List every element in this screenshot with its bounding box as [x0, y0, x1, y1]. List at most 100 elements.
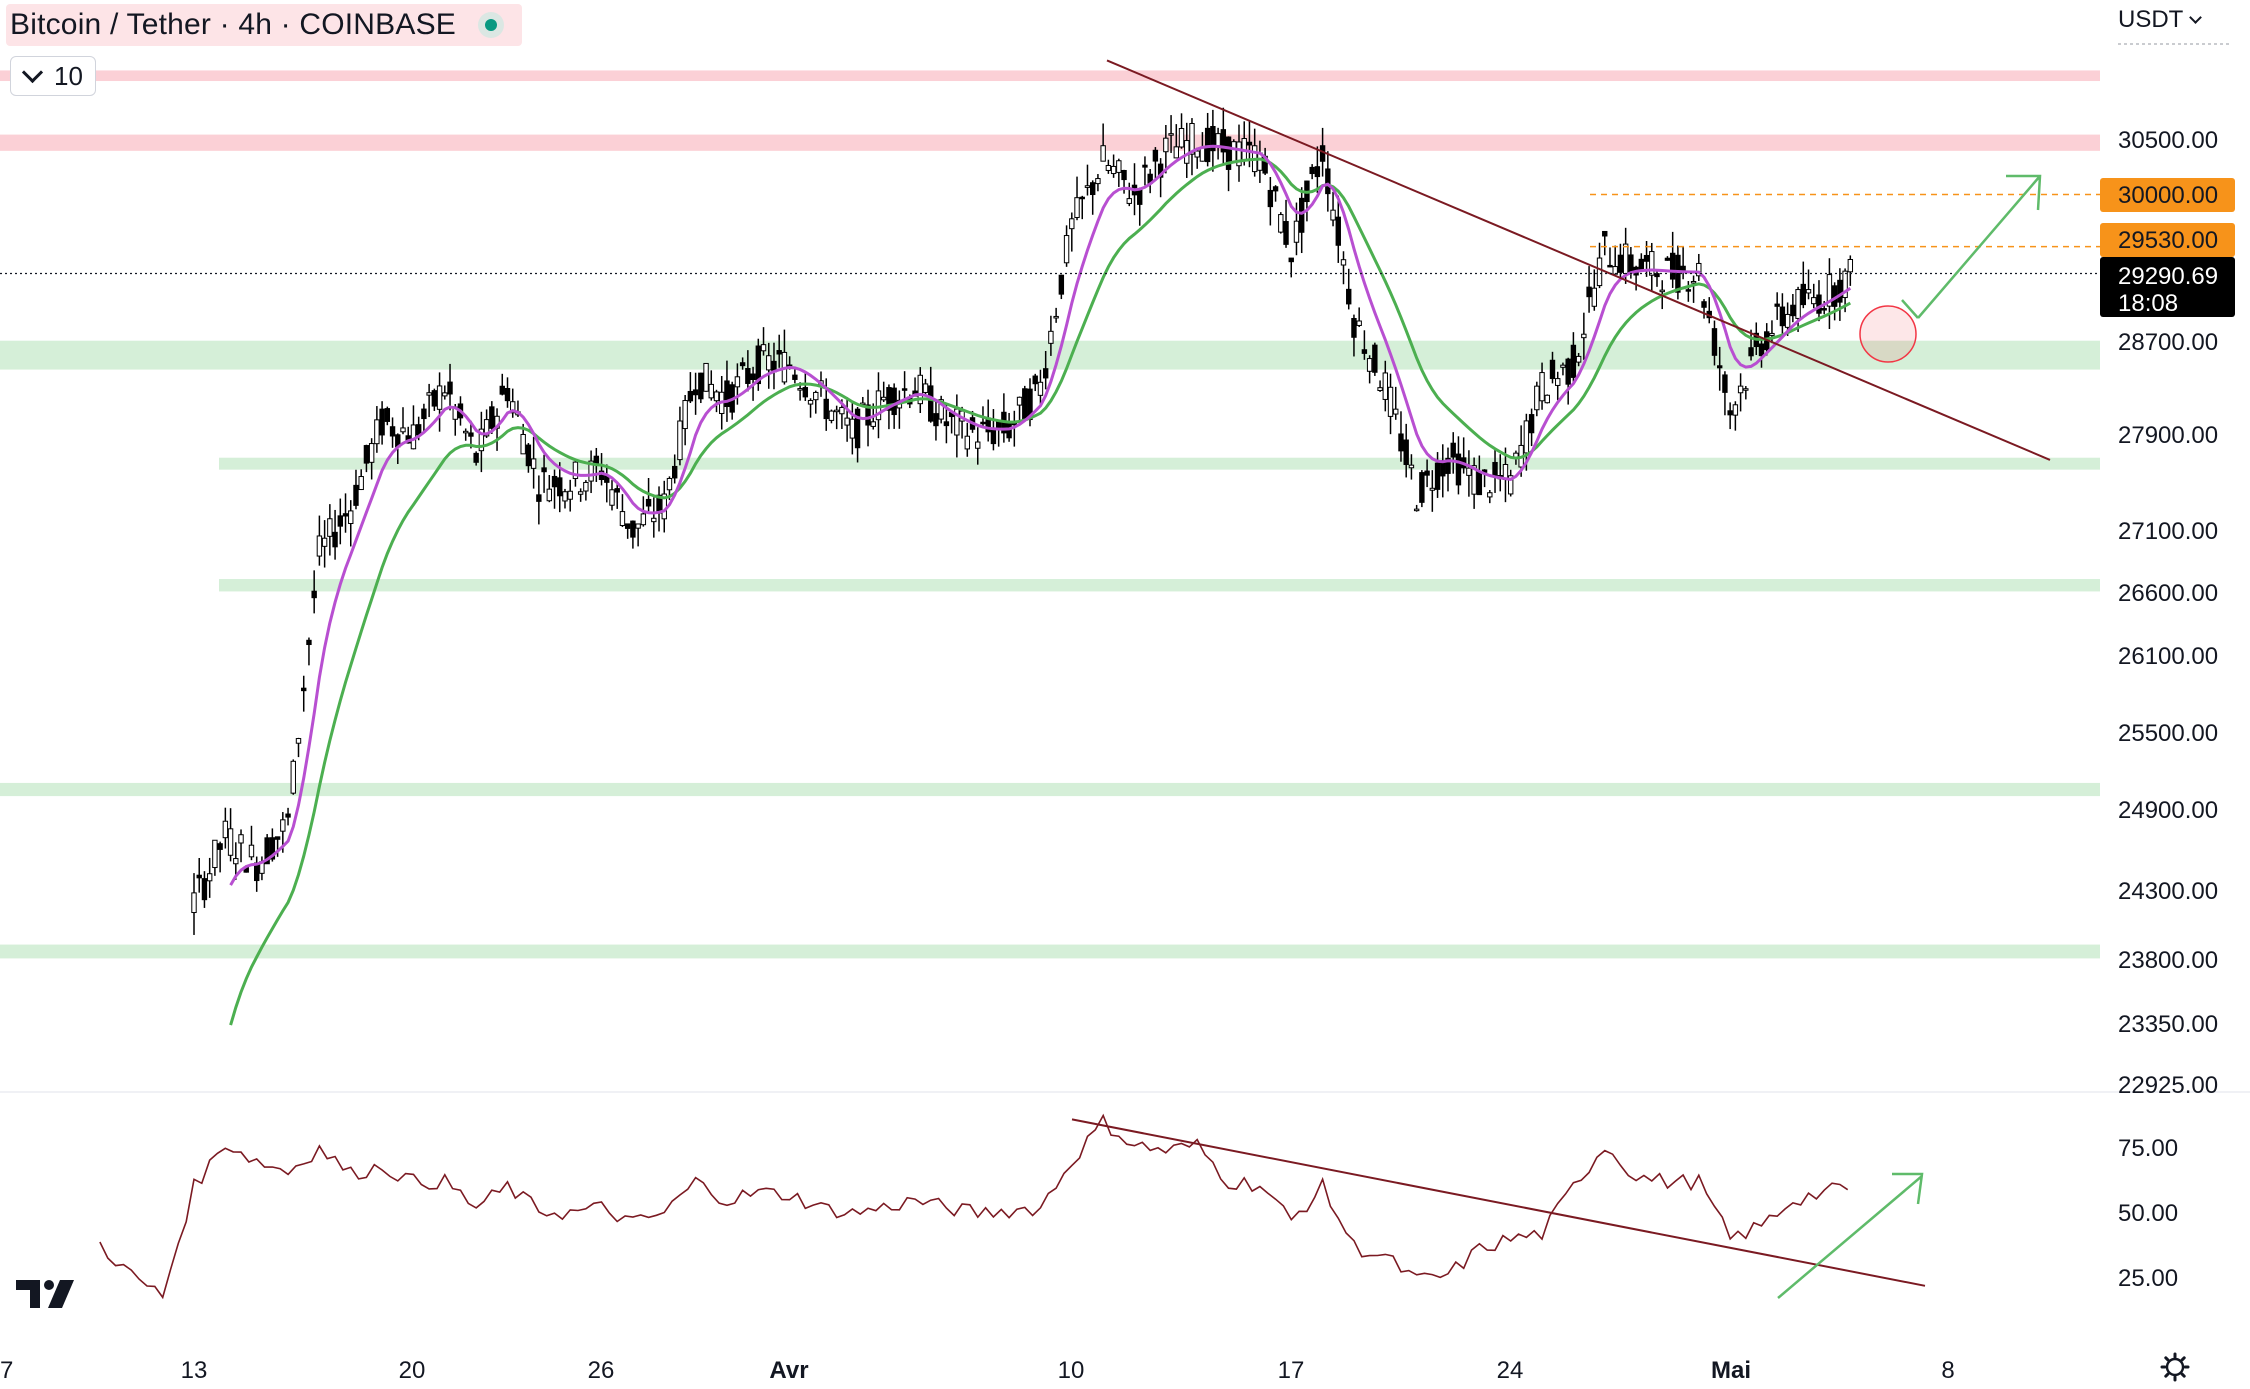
candle-body: [1037, 381, 1044, 396]
candle-body: [1366, 358, 1373, 372]
candle-body: [797, 388, 803, 391]
candle-body: [792, 374, 798, 380]
candle: [1137, 187, 1143, 226]
candle: [504, 377, 511, 408]
candle: [1194, 147, 1200, 169]
candle: [254, 856, 260, 892]
candle-body: [327, 518, 333, 537]
market-status-icon: [478, 12, 505, 38]
candle-body: [1628, 254, 1634, 273]
candle-body: [342, 513, 349, 517]
candle: [1288, 257, 1294, 278]
candle: [1539, 362, 1545, 410]
candle: [1669, 231, 1676, 288]
candle: [274, 836, 281, 857]
candle: [1110, 154, 1117, 178]
candle-body: [468, 432, 474, 437]
candle: [1664, 256, 1671, 261]
candle-body: [1178, 128, 1185, 148]
candle-body: [1743, 388, 1749, 391]
candle-body: [285, 813, 291, 818]
candle: [536, 475, 542, 525]
candle: [703, 362, 709, 392]
candle: [708, 370, 714, 401]
candle: [212, 839, 218, 876]
candle: [353, 469, 359, 510]
candle-body: [1784, 313, 1791, 328]
candle: [374, 406, 380, 453]
time-tick-label: 8: [1941, 1357, 1954, 1384]
candle: [1037, 369, 1044, 407]
candle-body: [1508, 475, 1514, 495]
candle: [964, 422, 970, 457]
candle: [238, 829, 244, 863]
candle: [1419, 470, 1425, 508]
candle: [217, 841, 223, 873]
candle-body: [1811, 297, 1817, 305]
indicators-toggle-button[interactable]: 10: [10, 56, 96, 96]
candle: [1204, 112, 1211, 167]
candle-body: [295, 738, 302, 744]
candle-body: [698, 372, 704, 400]
candle: [661, 480, 667, 533]
candle-body: [1607, 264, 1613, 268]
candle: [1278, 212, 1284, 234]
candle: [1549, 351, 1556, 384]
candle-body: [1403, 439, 1409, 465]
candle: [1680, 245, 1686, 280]
candle: [1732, 401, 1739, 431]
candle: [1811, 283, 1817, 309]
candle: [901, 371, 908, 399]
candle-body: [499, 385, 505, 395]
candle: [301, 675, 307, 712]
candle: [321, 520, 328, 568]
candle-body: [1748, 347, 1754, 357]
candle-body: [1340, 259, 1347, 266]
candle-body: [624, 523, 631, 529]
time-tick-label: Mai: [1711, 1357, 1751, 1384]
currency-selector[interactable]: USDT: [2118, 6, 2203, 34]
candle: [285, 807, 291, 826]
candle: [316, 515, 323, 566]
candle: [1346, 268, 1352, 310]
time-tick-label: 7: [0, 1357, 13, 1384]
candle-body: [421, 408, 427, 420]
candle: [1048, 315, 1054, 356]
candle-body: [337, 515, 344, 527]
candle-body: [1826, 274, 1833, 307]
price-level-badge: [2100, 178, 2235, 212]
candle-body: [1356, 320, 1362, 326]
candle: [227, 808, 234, 862]
candle-body: [583, 481, 589, 492]
candle-body: [536, 494, 542, 502]
candle-body: [1372, 344, 1378, 373]
candle: [922, 378, 929, 396]
candle-body: [1659, 289, 1665, 293]
candle-body: [1063, 235, 1070, 264]
symbol-header[interactable]: Bitcoin / Tether · 4h · COINBASE: [6, 4, 523, 46]
candle: [614, 483, 620, 509]
candle-body: [489, 406, 495, 429]
candle-body: [358, 476, 364, 491]
candle-body: [1544, 394, 1550, 404]
candle-body: [1476, 471, 1483, 496]
candle: [410, 405, 417, 450]
candle-body: [666, 477, 673, 491]
price-tick-label: 27100.00: [2118, 518, 2218, 545]
candle: [1779, 293, 1786, 338]
gear-icon[interactable]: [2160, 1352, 2190, 1382]
candle-body: [1100, 145, 1106, 162]
rsi-trendline: [1071, 1118, 1926, 1287]
candle: [1413, 504, 1420, 512]
candle: [860, 396, 866, 406]
candle-body: [1377, 387, 1383, 392]
candle: [1335, 195, 1341, 263]
candle: [1304, 180, 1310, 222]
candle-body: [1189, 123, 1195, 155]
candle: [943, 403, 950, 444]
candle: [1231, 139, 1237, 163]
candle-body: [609, 489, 615, 506]
candle-body: [1445, 457, 1451, 474]
candle-body: [1669, 252, 1676, 280]
